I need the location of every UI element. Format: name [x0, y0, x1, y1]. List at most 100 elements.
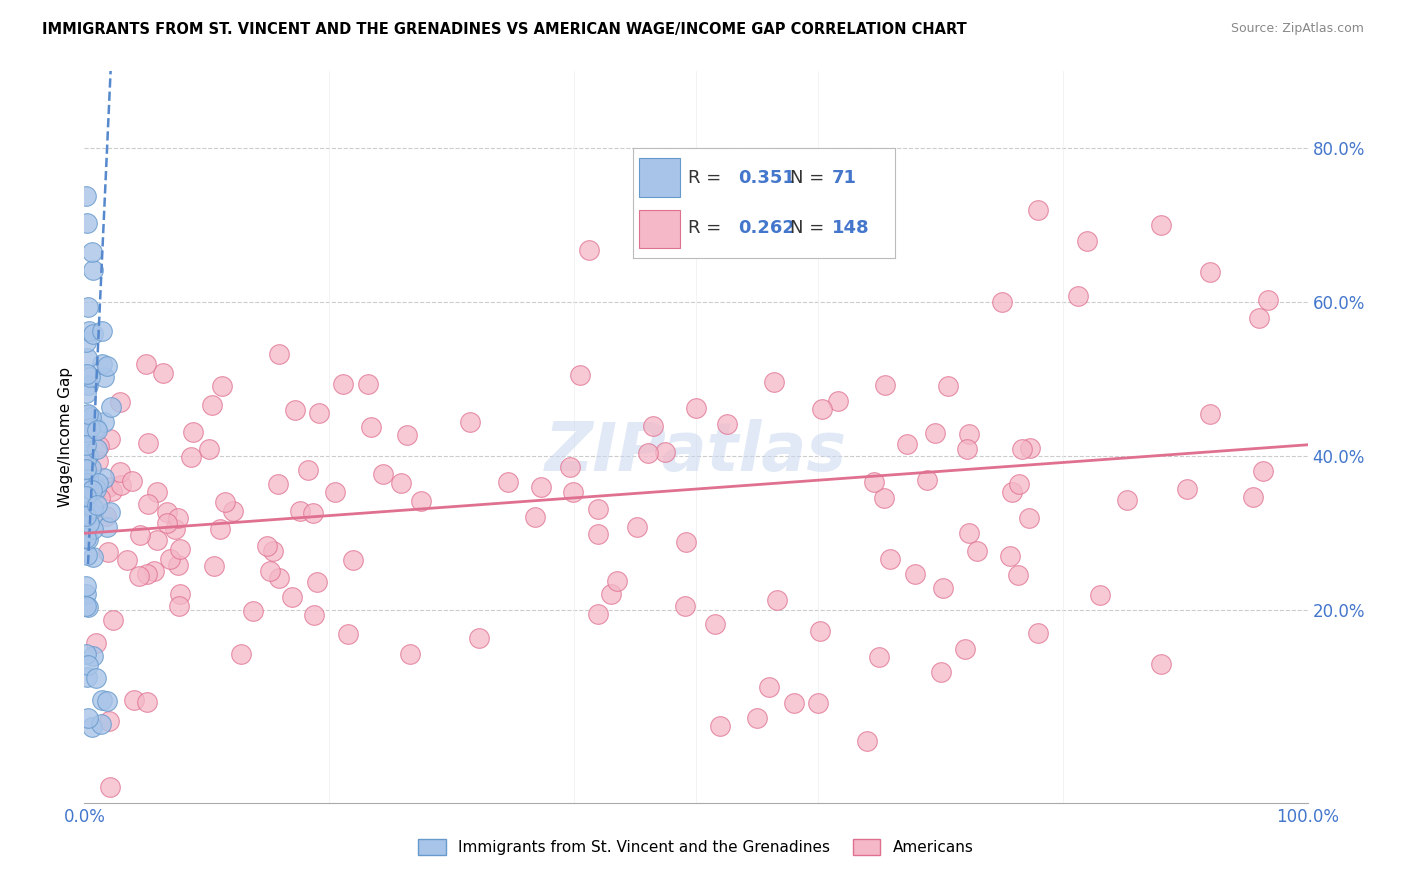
Point — [606, 574, 628, 589]
Point — [222, 504, 245, 518]
Point — [135, 567, 157, 582]
Point — [93, 370, 115, 384]
Point — [165, 522, 187, 536]
Point — [75, 438, 97, 452]
Point — [904, 566, 927, 581]
Text: 0.351: 0.351 — [738, 169, 794, 187]
Point — [87, 454, 110, 468]
Point — [827, 393, 849, 408]
Point — [75, 493, 97, 508]
FancyBboxPatch shape — [638, 210, 681, 248]
Point — [110, 478, 132, 492]
Point — [79, 420, 101, 434]
Point — [77, 657, 100, 672]
Point — [183, 425, 205, 439]
Point — [201, 398, 224, 412]
Point — [308, 407, 330, 421]
Point — [396, 427, 419, 442]
Point — [93, 470, 115, 484]
Point — [588, 502, 610, 516]
Point — [1018, 511, 1040, 525]
Point — [91, 692, 114, 706]
Point — [75, 526, 97, 541]
Point — [86, 442, 108, 457]
Point — [957, 525, 980, 540]
Point — [560, 460, 582, 475]
Text: 0.262: 0.262 — [738, 219, 794, 237]
Point — [135, 357, 157, 371]
Point — [108, 465, 131, 479]
Point — [1028, 626, 1050, 640]
Text: 71: 71 — [832, 169, 858, 187]
Point — [82, 649, 104, 664]
Point — [145, 484, 167, 499]
Point — [145, 533, 167, 547]
Point — [458, 415, 481, 429]
Point — [128, 568, 150, 582]
Point — [371, 467, 394, 481]
Point — [82, 500, 104, 515]
Point — [136, 695, 159, 709]
Point — [211, 379, 233, 393]
Point — [75, 334, 97, 349]
Point — [121, 474, 143, 488]
Point — [229, 647, 252, 661]
Point — [626, 520, 648, 534]
Point — [637, 445, 659, 459]
Point — [586, 607, 609, 621]
Point — [337, 626, 360, 640]
Point — [75, 452, 97, 467]
Point — [1257, 293, 1279, 307]
Point — [98, 714, 121, 728]
Point — [1019, 441, 1042, 455]
Point — [496, 475, 519, 489]
Point — [77, 408, 100, 422]
Legend: Immigrants from St. Vincent and the Grenadines, Americans: Immigrants from St. Vincent and the Gren… — [412, 833, 980, 861]
Point — [242, 604, 264, 618]
Text: R =: R = — [689, 169, 727, 187]
Point — [75, 508, 97, 522]
Point — [267, 346, 290, 360]
Point — [86, 498, 108, 512]
Point — [1150, 219, 1173, 233]
Point — [1115, 493, 1137, 508]
Point — [586, 526, 609, 541]
Point — [932, 581, 955, 595]
Point — [169, 587, 191, 601]
Point — [98, 432, 121, 446]
Point — [86, 482, 108, 496]
Point — [807, 696, 830, 710]
Point — [1067, 288, 1090, 302]
Point — [1198, 264, 1220, 278]
Text: R =: R = — [689, 219, 727, 237]
Point — [856, 734, 879, 748]
Point — [75, 476, 97, 491]
Point — [869, 649, 891, 664]
Point — [411, 494, 433, 508]
Point — [811, 402, 834, 417]
Point — [75, 531, 97, 545]
Point — [1247, 310, 1270, 325]
Point — [77, 449, 100, 463]
Point — [77, 472, 100, 486]
Point — [76, 470, 98, 484]
Point — [84, 421, 107, 435]
Point — [641, 418, 664, 433]
Point — [84, 636, 107, 650]
Point — [966, 544, 988, 558]
Text: IMMIGRANTS FROM ST. VINCENT AND THE GRENADINES VS AMERICAN WAGE/INCOME GAP CORRE: IMMIGRANTS FROM ST. VINCENT AND THE GREN… — [42, 22, 967, 37]
Point — [675, 534, 697, 549]
Point — [167, 599, 190, 614]
Point — [129, 528, 152, 542]
Point — [256, 539, 278, 553]
Point — [97, 480, 120, 494]
Point — [136, 435, 159, 450]
Point — [704, 617, 727, 632]
Point — [84, 671, 107, 685]
Point — [75, 462, 97, 476]
Point — [202, 558, 225, 573]
Point — [75, 189, 97, 203]
Point — [79, 369, 101, 384]
Point — [159, 552, 181, 566]
Point — [87, 475, 110, 490]
